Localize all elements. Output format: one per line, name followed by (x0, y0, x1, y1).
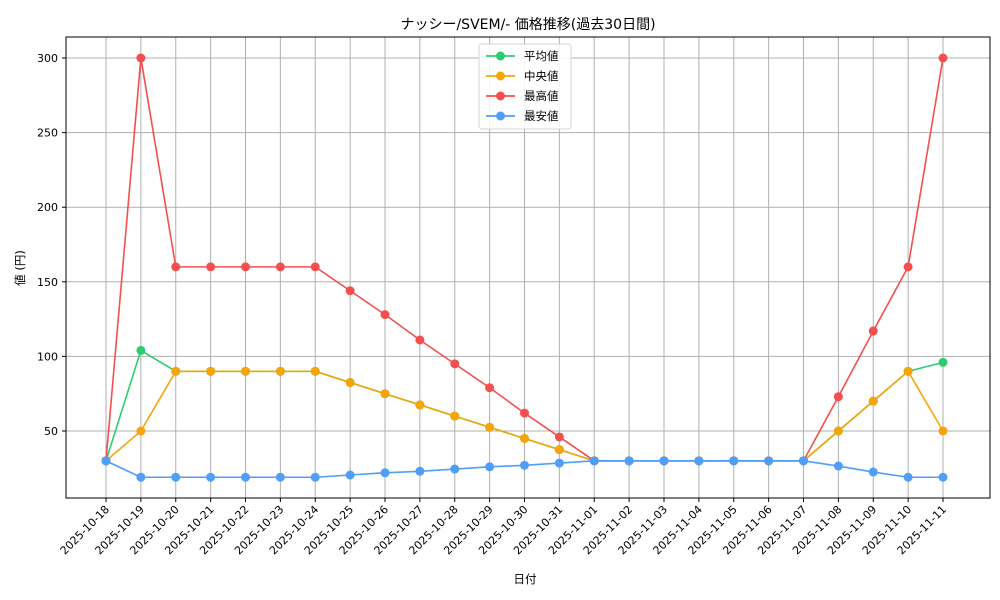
data-point (275, 472, 285, 482)
data-point (310, 472, 320, 482)
data-point (554, 458, 564, 468)
data-point (171, 366, 181, 376)
data-point (554, 445, 564, 455)
y-tick-label: 300 (37, 52, 58, 65)
data-point (450, 411, 460, 421)
legend-marker-icon (496, 91, 505, 101)
y-axis: 50 100 150 200 250 300 (37, 52, 66, 438)
data-point (136, 426, 146, 436)
data-point (833, 426, 843, 436)
y-tick-label: 50 (44, 425, 58, 438)
data-point (415, 466, 425, 476)
plot-frame (65, 36, 991, 499)
data-point (206, 366, 216, 376)
data-point (171, 472, 181, 482)
chart-title: ナッシー/SVEM/- 価格推移(過去30日間) (400, 17, 655, 33)
x-axis: 2025-10-182025-10-192025-10-202025-10-21… (58, 498, 949, 557)
legend-marker-icon (496, 71, 505, 81)
data-point (729, 456, 739, 466)
data-point (938, 357, 948, 367)
data-point (903, 262, 913, 272)
legend-label: 最高値 (524, 89, 559, 103)
data-point (206, 262, 216, 272)
legend-label: 中央値 (524, 69, 559, 83)
data-point (206, 472, 216, 482)
data-point (275, 366, 285, 376)
data-point (310, 366, 320, 376)
data-point (694, 456, 704, 466)
data-point (554, 432, 564, 442)
data-point (520, 433, 529, 443)
data-point (380, 310, 390, 320)
data-point (450, 359, 460, 369)
legend-label: 平均値 (524, 49, 559, 63)
data-point (171, 262, 181, 272)
y-tick-label: 150 (37, 276, 58, 289)
data-point (415, 400, 425, 410)
data-point (589, 456, 599, 466)
data-point (903, 472, 913, 482)
data-point (241, 262, 250, 272)
data-point (799, 456, 808, 466)
data-point (241, 366, 250, 376)
data-point (868, 326, 878, 336)
data-point (241, 472, 250, 482)
data-point (101, 456, 111, 466)
data-point (659, 456, 669, 466)
series-3 (101, 456, 948, 482)
data-point (345, 470, 355, 480)
y-tick-label: 250 (37, 127, 58, 140)
data-point (938, 53, 948, 63)
data-point (345, 378, 355, 388)
data-point (485, 383, 495, 393)
data-point (136, 472, 146, 482)
data-point (868, 396, 878, 406)
data-point (310, 262, 320, 272)
data-point (938, 472, 948, 482)
data-point (415, 335, 425, 345)
data-point (136, 53, 146, 63)
data-point (903, 366, 913, 376)
legend-box (478, 43, 572, 130)
data-point (624, 456, 634, 466)
data-point (275, 262, 285, 272)
y-tick-label: 100 (37, 350, 58, 363)
data-point (833, 392, 843, 402)
data-point (764, 456, 774, 466)
data-point (380, 389, 390, 399)
data-point (380, 468, 390, 478)
legend-label: 最安値 (524, 109, 559, 123)
data-point (485, 462, 495, 472)
x-axis-label: 日付 (514, 572, 537, 586)
data-point (868, 467, 878, 477)
y-axis-label: 値 (円) (13, 250, 27, 286)
data-point (520, 408, 529, 418)
legend-marker-icon (496, 51, 505, 61)
data-point (345, 286, 355, 296)
legend-marker-icon (496, 111, 505, 121)
data-point (136, 345, 146, 355)
series-layer (101, 53, 948, 482)
y-tick-label: 200 (37, 201, 58, 214)
data-point (938, 426, 948, 436)
data-point (520, 460, 529, 470)
data-point (833, 461, 843, 471)
data-point (485, 422, 495, 432)
data-point (450, 464, 460, 474)
